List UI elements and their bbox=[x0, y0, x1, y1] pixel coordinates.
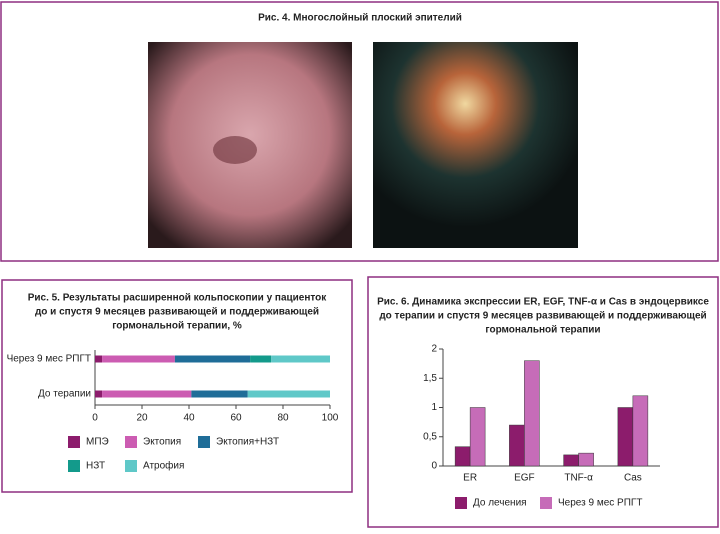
figure-title: Рис. 4. Многослойный плоский эпителий bbox=[258, 13, 462, 24]
bar bbox=[509, 424, 525, 467]
legend-swatch bbox=[198, 436, 210, 448]
category-label: До терапии bbox=[38, 389, 91, 400]
legend-label: МПЭ bbox=[86, 437, 109, 448]
legend-swatch bbox=[455, 497, 467, 509]
chart-title: гормональной терапии, % bbox=[112, 321, 242, 332]
bar-segment bbox=[102, 355, 175, 363]
chart-title: до терапии и спустя 9 месяцев развивающе… bbox=[379, 311, 706, 322]
x-tick-label: 40 bbox=[183, 413, 195, 424]
x-tick-label: Cas bbox=[624, 473, 642, 484]
y-tick-label: 1 bbox=[431, 402, 437, 413]
figure-frame bbox=[1, 279, 353, 493]
legend-swatch bbox=[125, 436, 137, 448]
legend-label: Эктопия+НЗТ bbox=[216, 437, 279, 448]
bar bbox=[632, 395, 649, 467]
x-tick-label: 100 bbox=[322, 413, 339, 424]
y-tick-label: 0 bbox=[431, 461, 437, 472]
bar-segment bbox=[250, 355, 272, 363]
bar-segment bbox=[191, 390, 248, 398]
bar bbox=[524, 360, 540, 467]
chart: Рис. 6. Динамика экспрессии ER, EGF, TNF… bbox=[377, 297, 709, 509]
chart-title: Рис. 6. Динамика экспрессии ER, EGF, TNF… bbox=[377, 297, 709, 308]
legend-swatch bbox=[68, 436, 80, 448]
bar-segment bbox=[95, 390, 103, 398]
bar-segment bbox=[271, 355, 330, 363]
x-tick-label: 0 bbox=[92, 413, 98, 424]
legend-label: Через 9 мес РПГТ bbox=[558, 498, 642, 509]
bar bbox=[469, 407, 486, 467]
x-tick-label: TNF-α bbox=[564, 473, 593, 484]
legend-label: НЗТ bbox=[86, 461, 105, 472]
legend-swatch bbox=[540, 497, 552, 509]
bar-segment bbox=[102, 390, 192, 398]
bar-segment bbox=[95, 355, 103, 363]
photo bbox=[373, 42, 578, 248]
legend-label: Атрофия bbox=[143, 460, 184, 472]
category-label: Через 9 мес РПГТ bbox=[7, 354, 91, 365]
bar bbox=[563, 454, 579, 467]
y-tick-label: 2 bbox=[431, 344, 437, 355]
bar-segment bbox=[247, 390, 330, 398]
bar-segment bbox=[174, 355, 251, 363]
x-tick-label: ER bbox=[463, 473, 477, 484]
legend-swatch bbox=[125, 460, 137, 472]
bar bbox=[617, 407, 634, 467]
legend-swatch bbox=[68, 460, 80, 472]
bar bbox=[578, 452, 594, 467]
y-tick-label: 0,5 bbox=[423, 431, 437, 442]
chart-title: до и спустя 9 месяцев развивающей и подд… bbox=[35, 307, 319, 318]
x-tick-label: 60 bbox=[230, 413, 242, 424]
y-tick-label: 1,5 bbox=[423, 373, 437, 384]
figure-frame bbox=[367, 276, 719, 528]
legend-label: До лечения bbox=[473, 498, 527, 509]
x-tick-label: EGF bbox=[514, 473, 535, 484]
legend-label: Эктопия bbox=[143, 437, 181, 448]
chart: Рис. 5. Результаты расширенной кольпоско… bbox=[7, 293, 339, 472]
bar bbox=[454, 446, 471, 467]
chart-title: Рис. 5. Результаты расширенной кольпоско… bbox=[28, 293, 328, 304]
photo-detail bbox=[213, 136, 257, 164]
chart-title: гормональной терапии bbox=[485, 325, 600, 336]
x-tick-label: 20 bbox=[136, 413, 148, 424]
figure-frame bbox=[0, 1, 719, 262]
x-tick-label: 80 bbox=[277, 413, 289, 424]
